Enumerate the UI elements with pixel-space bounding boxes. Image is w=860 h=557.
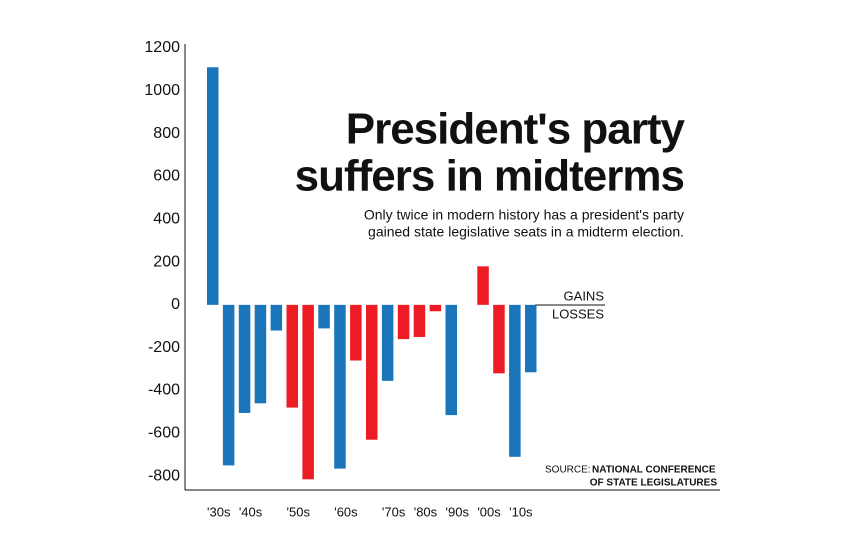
y-tick-label: -600 [148,424,180,441]
x-tick-label: '50s [287,504,311,519]
bar [477,266,489,305]
y-tick-label: -800 [148,467,180,484]
y-tick-label: 400 [153,210,180,227]
y-tick-label: 0 [171,296,180,313]
x-tick-label: '60s [334,504,358,519]
y-tick-label: 800 [153,125,180,142]
source: OF STATE LEGISLATURES [590,478,718,489]
x-tick-label: '10s [509,504,533,519]
bar [318,304,330,329]
y-tick-label: 1200 [144,39,180,56]
bar [270,304,283,331]
x-tick-label: '90s [446,504,470,519]
bar [413,304,426,337]
bar [366,304,378,440]
losses-label: LOSSES [552,306,604,321]
bar [350,304,362,361]
x-tick-label: '70s [382,504,406,519]
source: NATIONAL CONFERENCE [592,465,716,476]
bar [381,304,394,381]
x-tick-label: '40s [239,504,263,519]
bar [525,304,537,373]
bar [397,304,410,340]
bar [302,304,314,480]
source-label: SOURCE: [545,465,591,476]
x-tick-label: '00s [477,504,501,519]
gains-label: GAINS [564,288,605,303]
y-tick-label: -400 [148,382,180,399]
x-tick-label: '80s [414,504,438,519]
y-tick-label: 1000 [144,82,180,99]
bar [238,304,251,413]
y-tick-label: 200 [153,253,180,270]
bar [445,304,457,416]
bar [207,67,219,305]
chart-title: suffers in midterms [295,152,684,201]
bar [254,304,267,404]
bar [286,304,298,408]
chart-title: President's party [346,105,686,154]
y-tick-label: -200 [148,339,180,356]
bar [493,304,505,374]
bar [222,304,235,466]
bar [334,304,346,469]
x-tick-label: '30s [207,504,231,519]
subtitle: gained state legislative seats in a midt… [368,224,684,240]
bar [429,304,442,312]
y-tick-label: 600 [153,168,180,185]
bar [509,304,521,457]
subtitle: Only twice in modern history has a presi… [364,207,684,223]
